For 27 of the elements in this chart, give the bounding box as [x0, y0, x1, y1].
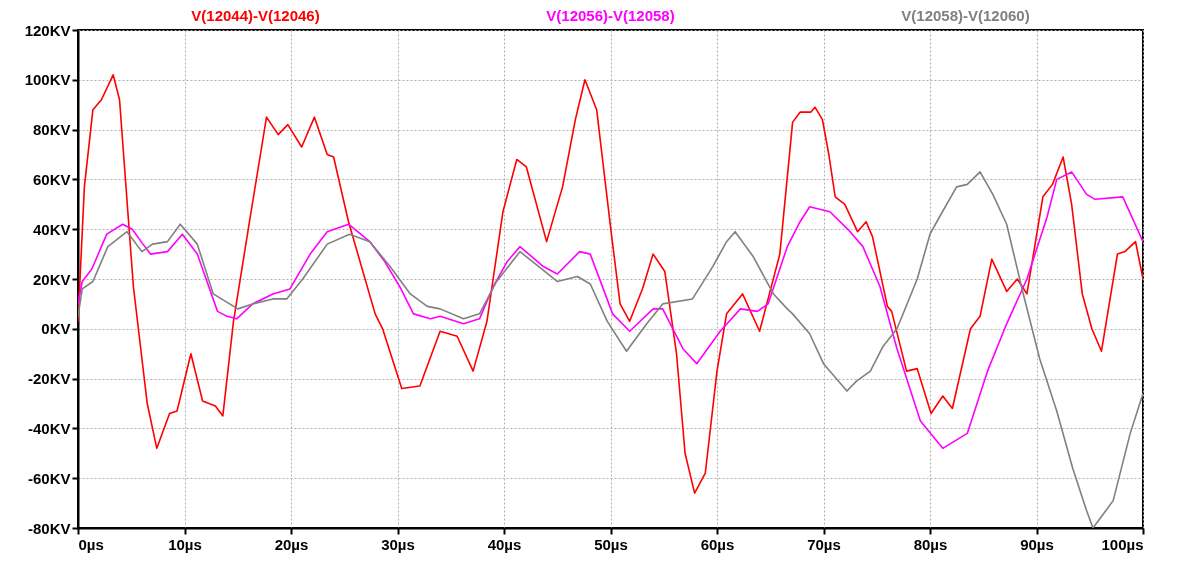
y-tick-label: 100KV [24, 71, 71, 89]
x-tick-label: 80µs [913, 535, 948, 553]
x-tick-label: 40µs [487, 535, 522, 553]
line-series [78, 171, 1143, 450]
y-tick-label: -80KV [27, 519, 71, 537]
text: V(12056)-V(12058) [546, 7, 675, 24]
x-tick-label: 90µs [1020, 535, 1054, 553]
x-tick-label: 0µs [78, 535, 104, 553]
x-tick-label: 10µs [168, 535, 202, 553]
y-tick-label: 40KV [32, 220, 71, 238]
y-tick-label: 20KV [32, 270, 71, 288]
y-tick-label: 0KV [41, 320, 71, 338]
x-tick-label: 70µs [807, 535, 841, 553]
y-tick-label: 80KV [32, 121, 71, 139]
x-tick-label: 50µs [594, 535, 628, 553]
y-tick-label: 60KV [32, 170, 71, 188]
x-tick-label: 60µs [700, 535, 735, 553]
y-tick-label: -60KV [27, 469, 71, 487]
line-series [78, 74, 1143, 494]
x-tick-label: 100µs [1101, 535, 1144, 553]
x-tick-label: 30µs [381, 535, 415, 553]
y-tick-label: -20KV [27, 370, 71, 388]
text: V(12044)-V(12046) [191, 7, 320, 24]
y-tick-label: -40KV [27, 419, 71, 437]
y-tick-label: 120KV [24, 21, 71, 39]
x-tick-label: 20µs [274, 535, 309, 553]
text: V(12058)-V(12060) [901, 7, 1030, 24]
